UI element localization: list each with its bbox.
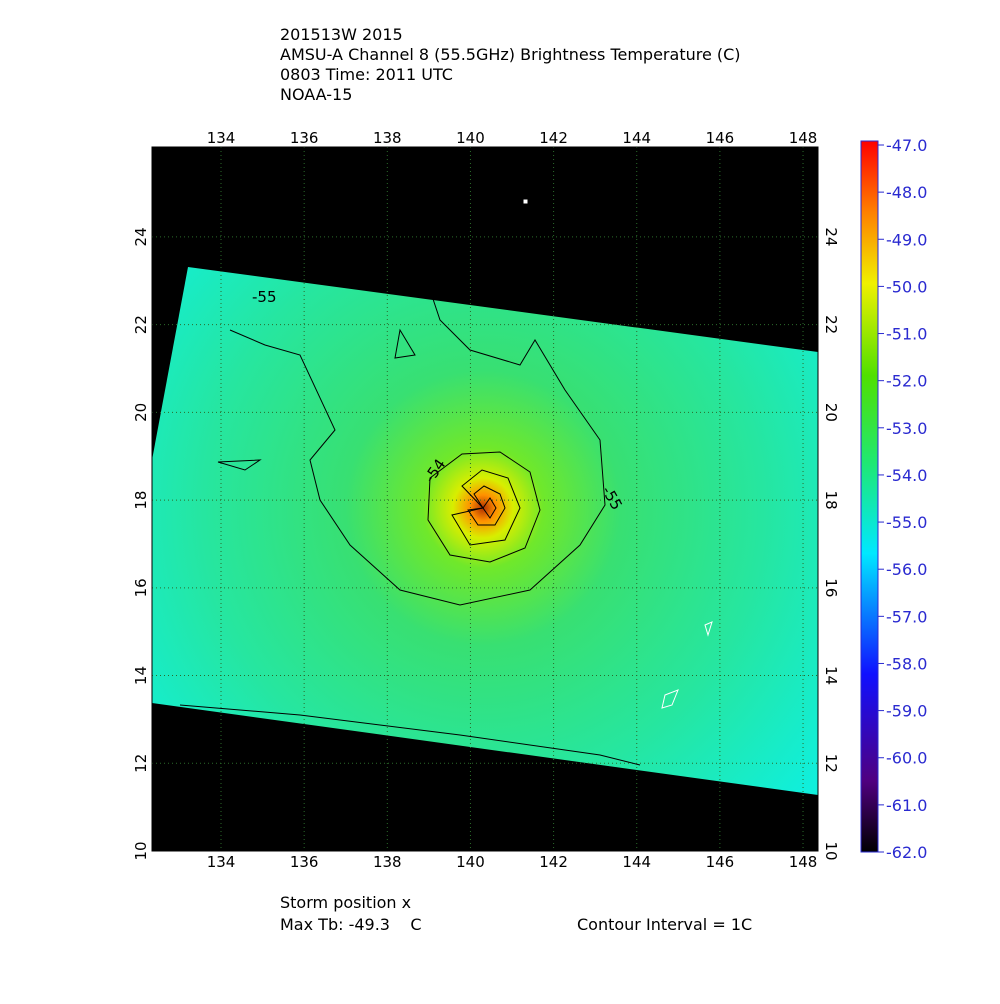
header-line: 0803 Time: 2011 UTC: [280, 65, 453, 84]
x-tick-label: 148: [789, 853, 818, 871]
x-tick-label: 138: [373, 129, 402, 147]
x-tick-label: 136: [290, 853, 319, 871]
y-tick-label: 14: [822, 666, 840, 685]
y-tick-label: 16: [132, 578, 150, 597]
colorbar-label: -60.0: [886, 749, 927, 768]
colorbar-label: -52.0: [886, 372, 927, 391]
header: 201513W 2015 AMSU-A Channel 8 (55.5GHz) …: [280, 25, 741, 104]
header-line: 201513W 2015: [280, 25, 403, 44]
x-tick-label: 134: [207, 129, 236, 147]
header-line: NOAA-15: [280, 85, 352, 104]
x-tick-label: 136: [290, 129, 319, 147]
contour-interval: Contour Interval = 1C: [577, 915, 752, 934]
y-tick-label: 10: [132, 841, 150, 860]
colorbar-label: -51.0: [886, 325, 927, 344]
colorbar-label: -56.0: [886, 560, 927, 579]
x-tick-label: 140: [456, 129, 485, 147]
y-tick-label: 20: [132, 403, 150, 422]
x-tick-label: 144: [622, 853, 651, 871]
colorbar-label: -59.0: [886, 702, 927, 721]
colorbar-label: -55.0: [886, 513, 927, 532]
colorbar-label: -58.0: [886, 654, 927, 673]
colorbar-label: -62.0: [886, 843, 927, 862]
axis-ticks: 134 134 136 136 138 138 140 140 142 142 144 144 146 1…: [132, 129, 840, 871]
x-tick-label: 138: [373, 853, 402, 871]
colorbar-label: -61.0: [886, 796, 927, 815]
x-tick-label: 142: [539, 853, 568, 871]
x-tick-label: 146: [706, 853, 735, 871]
y-tick-label: 12: [132, 754, 150, 773]
colorbar-label: -57.0: [886, 607, 927, 626]
y-tick-label: 20: [822, 403, 840, 422]
y-tick-label: 12: [822, 754, 840, 773]
y-tick-label: 16: [822, 578, 840, 597]
x-tick-label: 142: [539, 129, 568, 147]
x-tick-label: 146: [706, 129, 735, 147]
y-tick-label: 22: [132, 315, 150, 334]
footer: Storm position x Max Tb: -49.3 C Contour…: [280, 893, 752, 934]
grid: [152, 147, 818, 851]
y-tick-label: 18: [132, 491, 150, 510]
y-tick-label: 24: [822, 227, 840, 246]
colorbar-label: -48.0: [886, 183, 927, 202]
x-tick-label: 148: [789, 129, 818, 147]
y-tick-label: 10: [822, 841, 840, 860]
colorbar-ticks: -47.0 -48.0 -49.0 -50.0 -51.0 -52.0 -53.0 -54.0…: [878, 136, 927, 862]
y-tick-label: 18: [822, 491, 840, 510]
colorbar-label: -49.0: [886, 230, 927, 249]
y-tick-label: 22: [822, 315, 840, 334]
colorbar: [860, 140, 879, 853]
contour-label: -55: [252, 288, 277, 306]
satellite-swath: [152, 267, 818, 795]
colorbar-label: -54.0: [886, 466, 927, 485]
colorbar-label: -53.0: [886, 419, 927, 438]
coastlines: [523, 199, 713, 709]
y-tick-label: 24: [132, 227, 150, 246]
max-tb: Max Tb: -49.3 C: [280, 915, 421, 934]
y-tick-label: 14: [132, 666, 150, 685]
contours: [179, 289, 641, 766]
colorbar-label: -50.0: [886, 277, 927, 296]
header-line: AMSU-A Channel 8 (55.5GHz) Brightness Te…: [280, 45, 741, 64]
x-tick-label: 144: [622, 129, 651, 147]
x-tick-label: 140: [456, 853, 485, 871]
storm-position: Storm position x: [280, 893, 411, 912]
map-frame: [151, 146, 819, 852]
x-tick-label: 134: [207, 853, 236, 871]
colorbar-label: -47.0: [886, 136, 927, 155]
